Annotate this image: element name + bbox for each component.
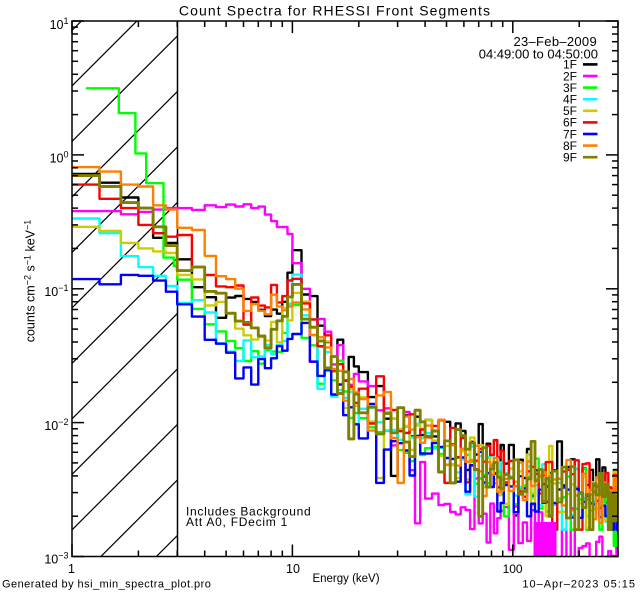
svg-text:6F: 6F [563,116,577,130]
svg-text:23–Feb–2009: 23–Feb–2009 [513,34,597,49]
svg-text:Includes Background: Includes Background [186,505,311,519]
svg-text:1: 1 [68,562,75,576]
svg-text:1F: 1F [563,58,577,72]
svg-text:4F: 4F [563,93,577,107]
svg-text:Count Spectra for RHESSI Front: Count Spectra for RHESSI Front Segments [179,3,491,19]
svg-text:2F: 2F [563,69,577,83]
svg-text:8F: 8F [563,139,577,153]
svg-text:04:49:00 to 04:50:00: 04:49:00 to 04:50:00 [479,47,598,62]
svg-text:5F: 5F [563,104,577,118]
svg-text:3F: 3F [563,81,577,95]
svg-text:counts cm−2 s−1 keV−1: counts cm−2 s−1 keV−1 [23,220,38,343]
svg-text:100: 100 [503,562,523,576]
svg-text:Energy (keV): Energy (keV) [312,573,379,585]
svg-text:9F: 9F [563,151,577,165]
svg-text:7F: 7F [563,127,577,141]
svg-text:10–Apr–2023 05:15: 10–Apr–2023 05:15 [522,579,636,591]
svg-text:10: 10 [286,562,300,576]
svg-text:Att A0, FDecim 1: Att A0, FDecim 1 [186,515,288,529]
svg-text:Generated by hsi_min_spectra_p: Generated by hsi_min_spectra_plot.pro [2,579,211,591]
